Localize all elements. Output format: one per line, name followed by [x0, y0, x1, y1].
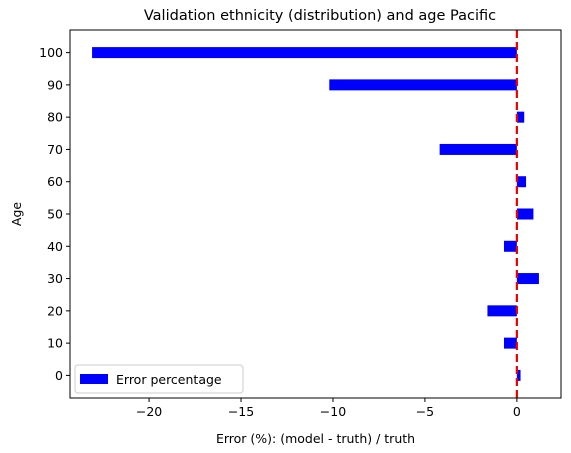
y-tick-label: 40: [47, 239, 63, 254]
bar-age-40: [503, 240, 517, 252]
y-tick-label: 10: [47, 336, 63, 351]
bar-age-0: [516, 369, 521, 381]
bar-age-100: [92, 47, 517, 59]
legend-label: Error percentage: [116, 372, 222, 387]
y-axis: 0 10 20 30 40 50 60 70 80 90 100: [39, 45, 70, 383]
bar-age-50: [516, 208, 534, 220]
y-axis-label: Age: [9, 202, 24, 226]
bar-age-70: [439, 143, 517, 155]
bar-age-10: [503, 337, 517, 349]
x-tick-label: −20: [136, 404, 162, 419]
bar-age-80: [516, 111, 525, 123]
y-tick-label: 20: [47, 303, 63, 318]
x-tick-label: 0: [513, 404, 521, 419]
y-tick-label: 30: [47, 271, 63, 286]
y-tick-label: 90: [47, 77, 63, 92]
y-tick-label: 60: [47, 174, 63, 189]
legend-box: [74, 364, 244, 394]
bar-age-20: [487, 305, 517, 317]
bar-age-60: [516, 176, 527, 188]
y-tick-label: 50: [47, 207, 63, 222]
bar-age-90: [329, 79, 517, 91]
y-tick-label: 80: [47, 110, 63, 125]
x-tick-label: −5: [416, 404, 434, 419]
chart-title: Validation ethnicity (distribution) and …: [144, 8, 496, 24]
bar-age-30: [516, 273, 539, 285]
legend-swatch: [80, 374, 108, 384]
y-tick-label: 100: [39, 45, 63, 60]
y-tick-label: 0: [55, 368, 63, 383]
legend: Error percentage: [74, 364, 244, 394]
x-axis: −20 −15 −10 −5 0: [136, 398, 521, 419]
x-tick-label: −10: [320, 404, 346, 419]
y-tick-label: 70: [47, 142, 63, 157]
x-tick-label: −15: [228, 404, 254, 419]
bars-layer: [92, 47, 539, 381]
x-axis-label: Error (%): (model - truth) / truth: [216, 431, 415, 446]
